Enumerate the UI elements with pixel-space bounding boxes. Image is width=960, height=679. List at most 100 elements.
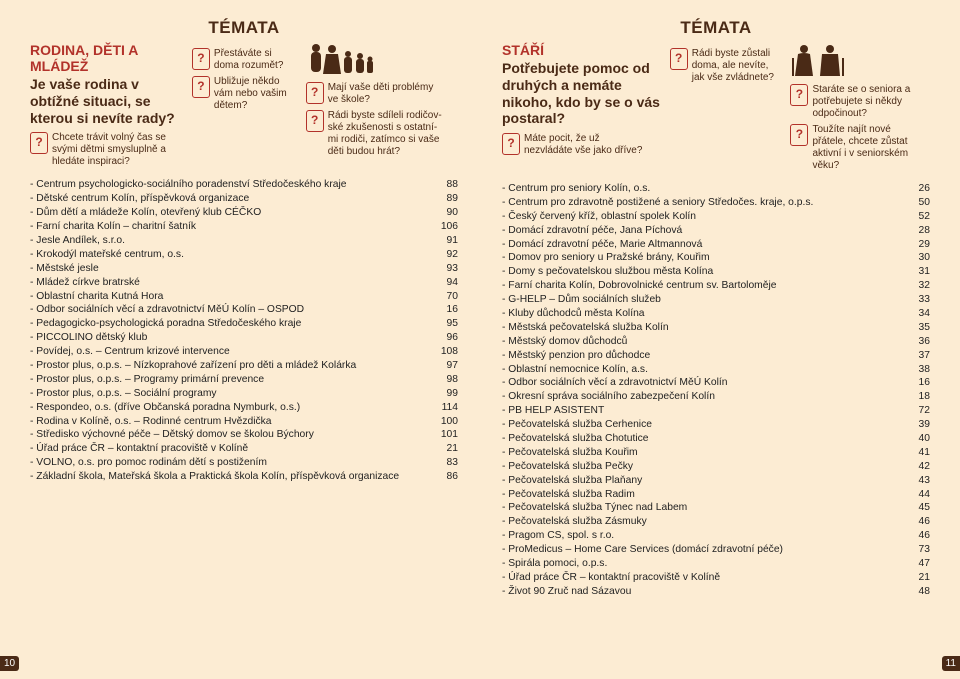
list-item-name: - Rodina v Kolíně, o.s. – Rodinné centru… [30,415,434,429]
list-item-name: - Pečovatelská služba Zásmuky [502,515,906,529]
list-item-name: - Oblastní charita Kutná Hora [30,290,434,304]
left-callout-4: ? Rádi byste sdíleli rodičov­ské zkušeno… [306,110,444,158]
list-item: - Pečovatelská služba Kouřim41 [502,446,930,460]
list-item: - Oblastní charita Kutná Hora70 [30,290,458,304]
right-page: TÉMATA STÁŘÍ Potřebujete pomoc od druhýc… [480,0,960,679]
question-icon: ? [502,133,520,155]
right-lead: Potřebujete pomoc od druhých a nemá­te n… [502,60,662,127]
list-item-name: - Pragom CS, spol. s r.o. [502,529,906,543]
list-item: - Pedagogicko-psychologická poradna Stře… [30,317,458,331]
callout-text: Ubližuje někdo vám nebo vašim dětem? [214,76,292,112]
list-item-page: 46 [906,515,930,529]
list-item-name: - Okresní správa sociálního zabezpečení … [502,390,906,404]
list-item-page: 97 [434,359,458,373]
left-callout-2: ? Ubližuje někdo vám nebo vašim dětem? [192,76,292,112]
list-item-name: - Pečovatelská služba Pečky [502,460,906,474]
list-item: - Pečovatelská služba Pečky42 [502,460,930,474]
list-item-page: 32 [906,279,930,293]
list-item-page: 95 [434,317,458,331]
list-item-page: 93 [434,262,458,276]
list-item: - Povídej, o.s. – Centrum krizové interv… [30,345,458,359]
list-item: - Středisko výchovné péče – Dětský domov… [30,428,458,442]
left-page-number: 10 [0,656,19,671]
list-item-page: 96 [434,331,458,345]
callout-text: Máte pocit, že už nezvládáte vše jako dř… [524,133,644,157]
list-item-name: - G-HELP – Dům sociálních služeb [502,293,906,307]
list-item: - Oblastní nemocnice Kolín, a.s.38 [502,363,930,377]
list-item: - Odbor sociálních věcí a zdravotnictví … [502,376,930,390]
list-item-name: - Spirála pomoci, o.p.s. [502,557,906,571]
list-item-name: - Oblastní nemocnice Kolín, a.s. [502,363,906,377]
list-item-page: 16 [434,303,458,317]
list-item-name: - Respondeo, o.s. (dříve Občanská poradn… [30,401,434,415]
list-item-name: - Domy s pečovatelskou službou města Kol… [502,265,906,279]
list-item-name: - Pečovatelská služba Týnec nad Labem [502,501,906,515]
list-item: - Městská pečovatelská služba Kolín35 [502,321,930,335]
list-item-name: - PICCOLINO dětský klub [30,331,434,345]
list-item-page: 46 [906,529,930,543]
list-item-name: - Centrum pro zdravotně postižené a seni… [502,196,906,210]
list-item-page: 35 [906,321,930,335]
list-item-page: 36 [906,335,930,349]
list-item-name: - Domácí zdravotní péče, Jana Píchová [502,224,906,238]
list-item-name: - Pečovatelská služba Radim [502,488,906,502]
list-item-page: 21 [434,442,458,456]
list-item-name: - Domov pro seniory u Pražské brány, Kou… [502,251,906,265]
list-item-name: - Kluby důchodců města Kolína [502,307,906,321]
list-item: - PICCOLINO dětský klub96 [30,331,458,345]
list-item-page: 47 [906,557,930,571]
right-section-title: STÁŘÍ [502,42,662,58]
list-item-name: - Městské jesle [30,262,434,276]
list-item-page: 94 [434,276,458,290]
list-item: - Centrum psychologicko-sociálního porad… [30,178,458,192]
list-item: - Prostor plus, o.p.s. – Nízkoprahové za… [30,359,458,373]
list-item-name: - Dětské centrum Kolín, příspěvková orga… [30,192,434,206]
list-item-name: - Úřad práce ČR – kontaktní pracoviště v… [502,571,906,585]
list-item-page: 86 [434,470,458,484]
list-item-page: 50 [906,196,930,210]
list-item: - Farní charita Kolín – charitní šatník1… [30,220,458,234]
list-item-name: - Pedagogicko-psychologická poradna Stře… [30,317,434,331]
list-item: - Pečovatelská služba Chotutice40 [502,432,930,446]
left-section-title: RODINA, DĚTI A MLÁDEŽ [30,42,184,74]
right-callout-2: ? Staráte se o seniora a potřebujete si … [790,84,916,120]
list-item-page: 73 [906,543,930,557]
list-item-page: 90 [434,206,458,220]
callout-text: Rádi byste zůstali doma, ale nevíte, jak… [692,48,777,84]
list-item-name: - Úřad práce ČR – kontaktní pracoviště v… [30,442,434,456]
list-item: - Domácí zdravotní péče, Jana Píchová28 [502,224,930,238]
list-item-name: - Prostor plus, o.p.s. – Nízkoprahové za… [30,359,434,373]
list-item: - Domácí zdravotní péče, Marie Altmannov… [502,238,930,252]
list-item-page: 30 [906,251,930,265]
list-item: - Pečovatelská služba Zásmuky46 [502,515,930,529]
page-spread: TÉMATA RODINA, DĚTI A MLÁDEŽ Je vaše rod… [0,0,960,679]
list-item-name: - Centrum pro seniory Kolín, o.s. [502,182,906,196]
list-item-name: - Městský domov důchodců [502,335,906,349]
list-item-name: - Základní škola, Mateřská škola a Prakt… [30,470,434,484]
list-item: - Farní charita Kolín, Dobrovolnické cen… [502,279,930,293]
list-item: - Úřad práce ČR – kontaktní pracoviště v… [502,571,930,585]
list-item-page: 37 [906,349,930,363]
list-item-name: - Život 90 Zruč nad Sázavou [502,585,906,599]
question-icon: ? [790,124,808,146]
list-item-name: - Český červený kříž, oblastní spolek Ko… [502,210,906,224]
left-page: TÉMATA RODINA, DĚTI A MLÁDEŽ Je vaše rod… [0,0,480,679]
list-item-page: 41 [906,446,930,460]
list-item-name: - Pečovatelská služba Plaňany [502,474,906,488]
list-item: - Městský domov důchodců36 [502,335,930,349]
list-item-name: - Farní charita Kolín, Dobrovolnické cen… [502,279,906,293]
list-item-name: - Prostor plus, o.p.s. – Programy primár… [30,373,434,387]
callout-text: Mají vaše děti problémy ve škole? [328,82,444,106]
list-item: - Rodina v Kolíně, o.s. – Rodinné centru… [30,415,458,429]
list-item-page: 21 [906,571,930,585]
list-item-page: 29 [906,238,930,252]
left-header: TÉMATA [30,18,458,38]
question-icon: ? [306,82,324,104]
list-item-page: 72 [906,404,930,418]
list-item-name: - Povídej, o.s. – Centrum krizové interv… [30,345,434,359]
left-lead: Je vaše rodina v obtížné situaci, se kte… [30,76,184,126]
list-item-page: 48 [906,585,930,599]
list-item-page: 89 [434,192,458,206]
list-item-name: - Městský penzion pro důchodce [502,349,906,363]
list-item: - Dům dětí a mládeže Kolín, otevřený klu… [30,206,458,220]
